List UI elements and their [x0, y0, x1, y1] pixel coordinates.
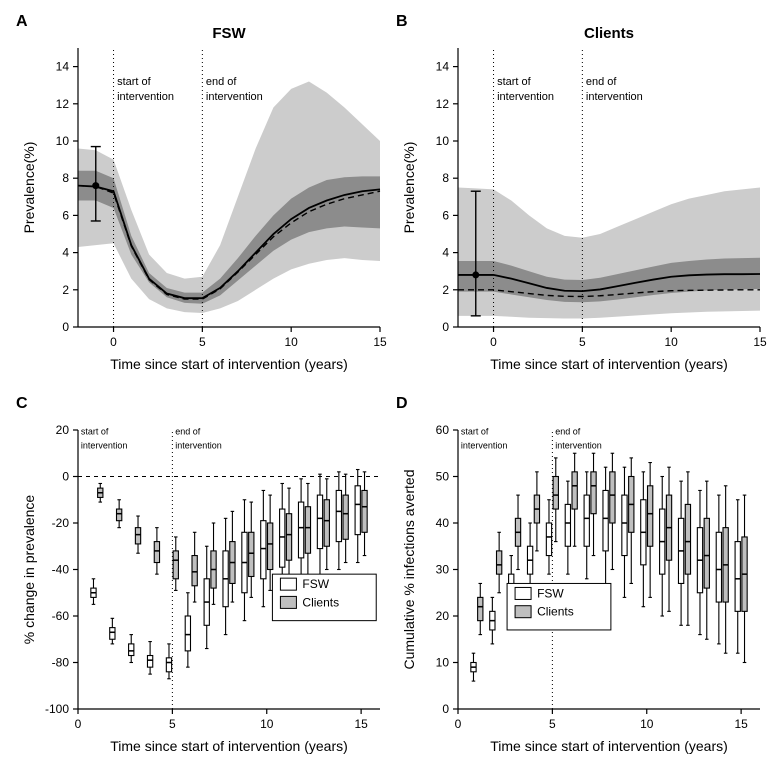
svg-text:intervention: intervention [117, 91, 174, 103]
svg-text:-80: -80 [52, 656, 70, 670]
xlabel: Time since start of intervention (years) [490, 356, 728, 372]
svg-text:10: 10 [284, 335, 298, 349]
panel-title: FSW [212, 25, 246, 42]
svg-text:10: 10 [436, 134, 450, 148]
xlabel: Time since start of intervention (years) [110, 356, 348, 372]
svg-text:14: 14 [436, 60, 450, 74]
svg-text:0: 0 [455, 717, 462, 731]
svg-text:10: 10 [436, 656, 450, 670]
svg-text:start of: start of [461, 427, 489, 437]
panel-label: D [396, 395, 408, 412]
svg-text:40: 40 [436, 516, 450, 530]
svg-text:-100: -100 [45, 702, 69, 716]
svg-text:15: 15 [354, 717, 368, 731]
svg-text:start of: start of [81, 427, 109, 437]
svg-text:10: 10 [664, 335, 678, 349]
svg-text:10: 10 [56, 134, 70, 148]
legend: FSW Clients [507, 583, 611, 630]
svg-text:6: 6 [62, 208, 69, 222]
ylabel: % change in prevalence [21, 495, 37, 645]
svg-text:8: 8 [442, 171, 449, 185]
svg-text:intervention: intervention [461, 441, 508, 451]
svg-text:30: 30 [436, 563, 450, 577]
svg-text:FSW: FSW [537, 586, 564, 600]
svg-text:2: 2 [62, 283, 69, 297]
svg-text:0: 0 [75, 717, 82, 731]
svg-text:0: 0 [110, 335, 117, 349]
svg-text:6: 6 [442, 208, 449, 222]
svg-text:FSW: FSW [302, 577, 329, 591]
svg-text:-60: -60 [52, 609, 70, 623]
svg-text:20: 20 [56, 423, 70, 437]
panel-title: Clients [584, 25, 634, 42]
svg-text:end of: end of [175, 427, 201, 437]
svg-text:0: 0 [62, 320, 69, 334]
xlabel: Time since start of intervention (years) [110, 738, 348, 754]
panel-C: FSW Clients start of intervention end of inte… [16, 395, 380, 754]
legend: FSW Clients [272, 574, 376, 621]
svg-text:-40: -40 [52, 563, 70, 577]
svg-text:12: 12 [56, 97, 70, 111]
svg-text:5: 5 [199, 335, 206, 349]
svg-text:-20: -20 [52, 516, 70, 530]
svg-text:60: 60 [436, 423, 450, 437]
svg-text:8: 8 [62, 171, 69, 185]
panel-A: start of intervention end of intervention 0 5… [16, 13, 387, 372]
panel-B: start of intervention end of intervention 0 5… [396, 13, 767, 372]
panel-label: B [396, 13, 408, 30]
svg-text:0: 0 [490, 335, 497, 349]
svg-text:intervention: intervention [586, 91, 643, 103]
ylabel: Prevalence(%) [21, 142, 37, 234]
svg-text:intervention: intervention [175, 441, 222, 451]
svg-text:5: 5 [549, 717, 556, 731]
svg-text:50: 50 [436, 470, 450, 484]
svg-text:0: 0 [442, 702, 449, 716]
figure-root: start of intervention end of intervention 0 5… [0, 0, 772, 770]
svg-text:15: 15 [753, 335, 767, 349]
svg-text:2: 2 [442, 283, 449, 297]
svg-text:end of: end of [206, 76, 238, 88]
ylabel: Prevalence(%) [401, 142, 417, 234]
svg-text:start of: start of [117, 76, 152, 88]
svg-text:intervention: intervention [497, 91, 554, 103]
svg-text:intervention: intervention [206, 91, 263, 103]
svg-text:intervention: intervention [81, 441, 128, 451]
svg-text:Clients: Clients [302, 595, 339, 609]
panel-label: A [16, 13, 28, 30]
xlabel: Time since start of intervention (years) [490, 738, 728, 754]
svg-text:start of: start of [497, 76, 532, 88]
panel-label: C [16, 395, 28, 412]
svg-text:5: 5 [169, 717, 176, 731]
panel-D: FSW Clients start of intervention end of inte… [396, 395, 760, 754]
svg-text:14: 14 [56, 60, 70, 74]
svg-text:intervention: intervention [555, 441, 602, 451]
svg-text:0: 0 [62, 470, 69, 484]
svg-text:20: 20 [436, 609, 450, 623]
svg-text:4: 4 [62, 246, 69, 260]
svg-text:0: 0 [442, 320, 449, 334]
svg-text:Clients: Clients [537, 605, 574, 619]
svg-text:15: 15 [373, 335, 387, 349]
svg-text:10: 10 [640, 717, 654, 731]
svg-text:12: 12 [436, 97, 450, 111]
svg-text:end of: end of [555, 427, 581, 437]
svg-text:15: 15 [734, 717, 748, 731]
svg-text:10: 10 [260, 717, 274, 731]
svg-text:4: 4 [442, 246, 449, 260]
figure-svg: start of intervention end of intervention 0 5… [0, 0, 772, 770]
svg-text:5: 5 [579, 335, 586, 349]
ylabel: Cumulative % infections averted [401, 470, 417, 670]
svg-text:end of: end of [586, 76, 618, 88]
